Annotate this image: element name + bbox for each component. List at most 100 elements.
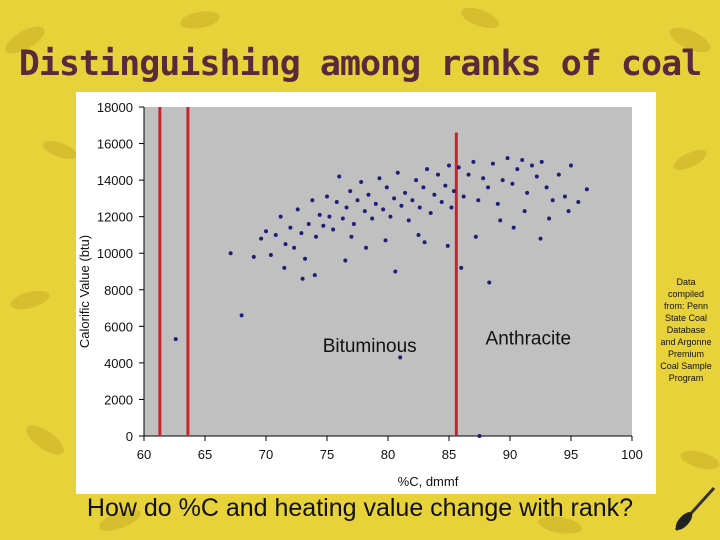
data-point bbox=[288, 225, 293, 230]
data-point bbox=[432, 192, 437, 197]
data-point bbox=[392, 196, 397, 201]
data-point bbox=[331, 227, 336, 232]
data-point bbox=[456, 165, 461, 170]
data-point bbox=[447, 163, 451, 168]
x-tick-label: 60 bbox=[137, 447, 151, 462]
data-point bbox=[403, 190, 408, 195]
data-point bbox=[337, 174, 342, 179]
data-point bbox=[486, 185, 491, 190]
data-point bbox=[264, 229, 268, 234]
background-leaf-pattern bbox=[5, 7, 720, 534]
data-point bbox=[498, 218, 503, 223]
data-point bbox=[364, 245, 369, 250]
data-point bbox=[173, 337, 178, 342]
data-point bbox=[481, 176, 486, 181]
data-point bbox=[490, 161, 495, 166]
data-point bbox=[282, 265, 287, 270]
y-axis-title: Calorific Value (btu) bbox=[77, 235, 92, 348]
y-tick-label: 2000 bbox=[104, 392, 133, 407]
question-text: How do %C and heating value change with … bbox=[86, 494, 634, 522]
data-point bbox=[459, 265, 464, 270]
data-point bbox=[461, 194, 466, 199]
data-point bbox=[421, 185, 426, 190]
data-point bbox=[359, 179, 364, 184]
data-point bbox=[522, 209, 527, 214]
data-point bbox=[398, 355, 403, 360]
data-point bbox=[303, 256, 308, 261]
data-point bbox=[515, 167, 520, 172]
data-point bbox=[510, 181, 515, 186]
scatter-chart: 0 2000 4000 6000 8000 10000 12000 14000 16000 180… bbox=[77, 100, 643, 489]
data-point bbox=[511, 225, 516, 230]
data-point bbox=[340, 216, 345, 221]
data-point bbox=[344, 205, 349, 210]
data-point bbox=[228, 251, 233, 256]
paintbrush-icon bbox=[674, 486, 716, 532]
data-point bbox=[569, 163, 573, 168]
data-point bbox=[406, 218, 411, 223]
data-point bbox=[550, 198, 555, 203]
data-point bbox=[473, 234, 478, 239]
data-point bbox=[283, 242, 288, 247]
data-point bbox=[525, 190, 530, 195]
y-tick-label: 8000 bbox=[104, 283, 133, 298]
data-point bbox=[425, 167, 430, 172]
data-point bbox=[477, 434, 482, 438]
data-point bbox=[334, 200, 339, 205]
data-point bbox=[362, 209, 367, 214]
data-point bbox=[416, 232, 421, 237]
data-point bbox=[343, 258, 348, 263]
data-point bbox=[388, 214, 393, 219]
data-point bbox=[445, 243, 450, 248]
data-point bbox=[495, 201, 500, 206]
data-point bbox=[370, 216, 375, 221]
rank-annotation-label: Anthracite bbox=[486, 329, 572, 350]
source-note: Data compiled from: Penn State Coal Data… bbox=[660, 277, 712, 383]
x-tick-label: 85 bbox=[442, 447, 456, 462]
data-point bbox=[381, 207, 386, 212]
y-tick-label: 6000 bbox=[104, 319, 133, 334]
data-point bbox=[383, 238, 388, 243]
x-tick-label: 80 bbox=[381, 447, 395, 462]
data-point bbox=[562, 194, 567, 199]
x-tick-label: 90 bbox=[503, 447, 517, 462]
data-point bbox=[529, 163, 534, 168]
data-point bbox=[373, 201, 378, 206]
data-point bbox=[428, 211, 433, 216]
data-point bbox=[410, 198, 415, 203]
data-point bbox=[312, 273, 317, 278]
y-tick-label: 4000 bbox=[104, 356, 133, 371]
data-point bbox=[584, 187, 589, 192]
data-point bbox=[317, 212, 322, 217]
data-point bbox=[576, 200, 581, 205]
x-tick-label: 70 bbox=[259, 447, 273, 462]
data-point bbox=[351, 221, 356, 226]
data-point bbox=[314, 234, 319, 239]
data-point bbox=[443, 183, 448, 188]
data-point bbox=[399, 203, 404, 208]
data-point bbox=[349, 234, 354, 239]
data-point bbox=[538, 236, 543, 241]
data-point bbox=[566, 209, 571, 214]
plot-area bbox=[144, 107, 632, 436]
data-point bbox=[384, 185, 389, 190]
data-point bbox=[300, 276, 305, 281]
data-point bbox=[414, 178, 419, 183]
data-point bbox=[395, 170, 400, 175]
data-point bbox=[451, 189, 456, 194]
data-point bbox=[268, 253, 273, 258]
data-point bbox=[547, 216, 552, 221]
data-point bbox=[310, 198, 315, 203]
data-point bbox=[471, 159, 476, 164]
x-axis-title: %C, dmmf bbox=[398, 474, 459, 489]
data-point bbox=[417, 205, 422, 210]
x-tick-label: 100 bbox=[621, 447, 643, 462]
y-tick-label: 18000 bbox=[97, 100, 133, 115]
data-point bbox=[520, 158, 525, 163]
data-point bbox=[539, 159, 544, 164]
data-point bbox=[500, 178, 505, 183]
data-point bbox=[295, 207, 300, 212]
y-tick-label: 14000 bbox=[97, 173, 133, 188]
y-tick-label: 10000 bbox=[97, 246, 133, 261]
data-point bbox=[487, 280, 492, 285]
